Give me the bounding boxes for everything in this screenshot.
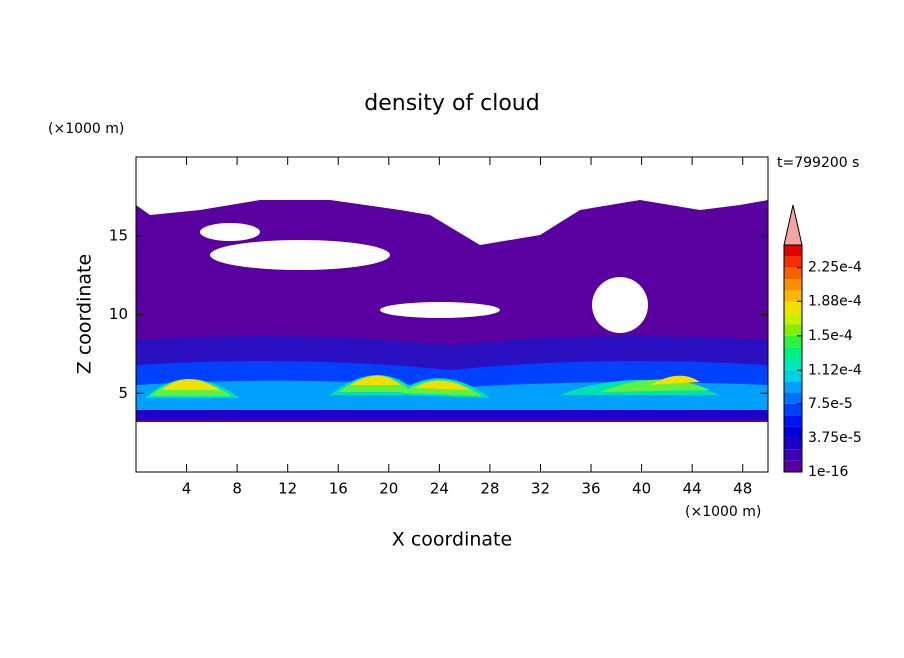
y-tick-label: 10 [109,305,128,323]
x-tick-label: 40 [632,480,651,498]
colorbar-box [784,426,802,438]
x-tick-label: 8 [232,480,242,498]
x-tick-label: 28 [480,480,499,498]
colorbar-box [784,449,802,461]
colorbar-box [784,290,802,302]
colorbar-tick-label: 1.5e-4 [808,328,853,344]
x-axis-label: X coordinate [392,529,512,551]
colorbar-box [784,381,802,393]
colorbar-box [784,256,802,268]
colorbar-box [784,313,802,325]
field-gap [380,302,500,318]
colorbar-box [784,324,802,336]
colorbar-tick-label: 1.88e-4 [808,293,862,309]
y-axis-label: Z coordinate [74,254,96,374]
x-tick-label: 32 [531,480,550,498]
colorbar-tick-label: 2.25e-4 [808,260,862,276]
colorbar-box [784,335,802,348]
colorbar-box [784,415,802,427]
y-unit: (×1000 m) [48,121,124,137]
colorbar-tick-label: 3.75e-5 [808,430,862,446]
field-layer [162,375,700,390]
colorbar-tick-label: 1e-16 [808,464,848,480]
colorbar-tick-label: 1.12e-4 [808,362,862,378]
y-tick-label: 5 [118,384,128,402]
colorbar-box [784,358,802,370]
x-tick-label: 24 [430,480,449,498]
colorbar-box [784,369,802,382]
colorbar-box [784,301,802,314]
colorbar-box [784,267,802,280]
field-layer [136,200,768,300]
field-gap [200,223,260,241]
x-unit: (×1000 m) [685,504,761,520]
chart-title: density of cloud [364,91,539,116]
colorbar-box [784,279,802,291]
colorbar-box [784,347,802,359]
time-label: t=799200 s [777,155,859,171]
x-tick-label: 36 [581,480,600,498]
x-tick-label: 16 [329,480,348,498]
x-tick-label: 4 [182,480,192,498]
y-tick-label: 15 [109,226,128,244]
colorbar-frame [783,244,803,473]
field-gap [210,240,390,270]
colorbar-box [784,460,802,472]
x-tick-label: 12 [278,480,297,498]
field-gap [592,277,648,333]
colorbar-tick-label: 7.5e-5 [808,396,853,412]
colorbar-box [784,437,802,450]
x-tick-label: 44 [683,480,702,498]
colorbar-box [784,392,802,404]
field [136,200,768,422]
x-tick-label: 20 [379,480,398,498]
colorbar-box [784,403,802,416]
field-layer [136,410,768,420]
x-tick-label: 48 [733,480,752,498]
colorbar-box [784,245,802,257]
